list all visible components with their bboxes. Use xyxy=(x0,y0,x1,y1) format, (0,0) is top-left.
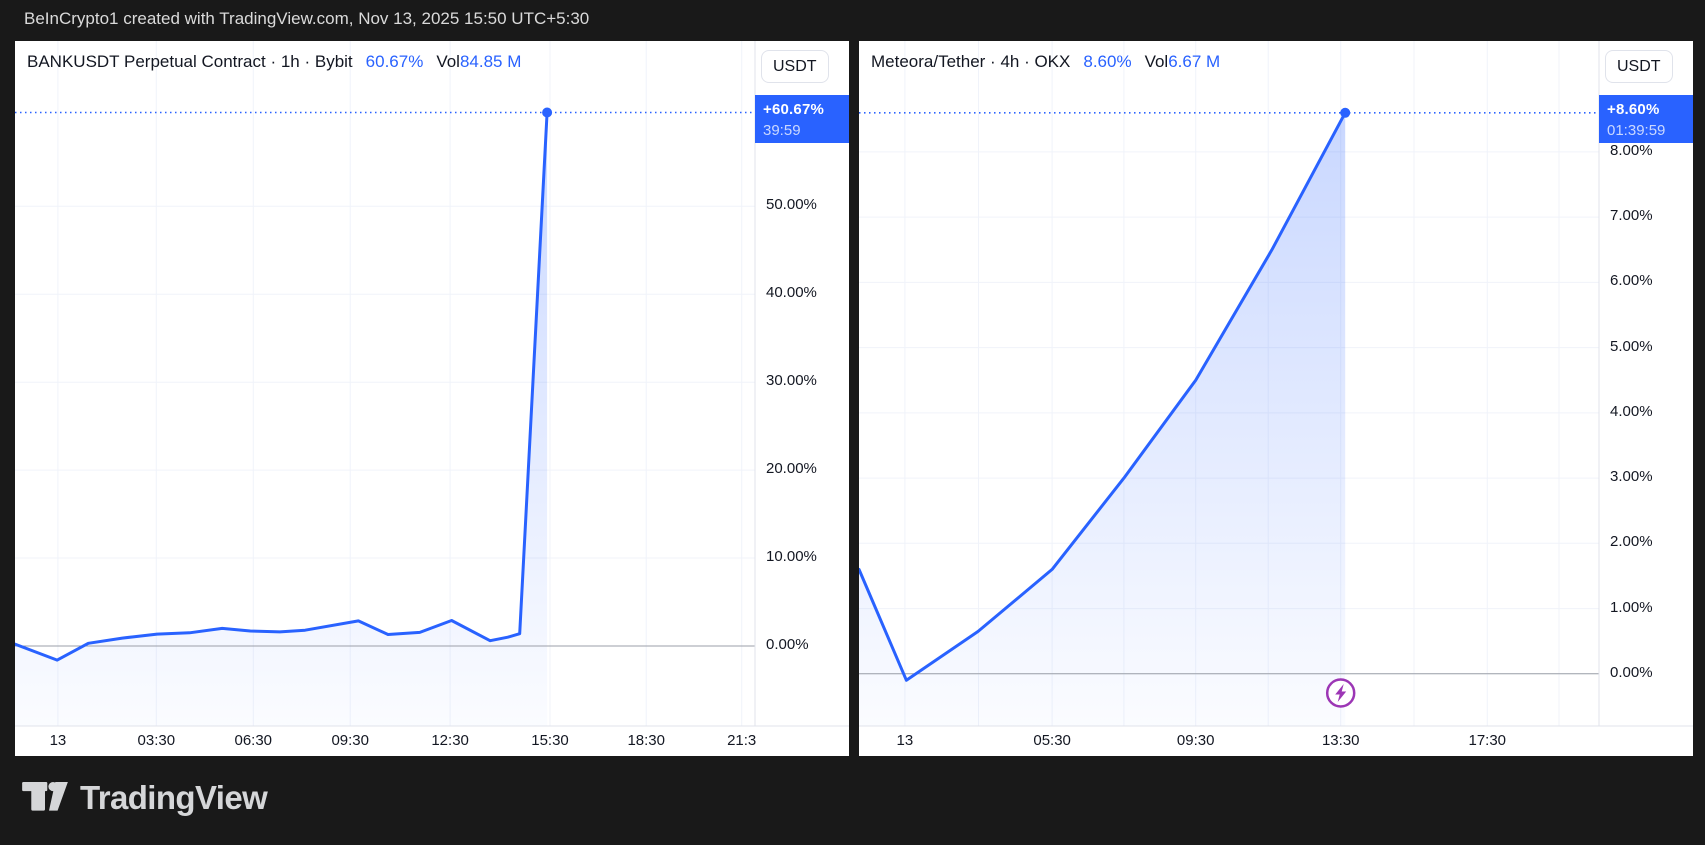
currency-button[interactable]: USDT xyxy=(761,50,829,83)
x-axis-label: 13 xyxy=(49,732,67,749)
y-axis-label: 40.00% xyxy=(766,284,817,302)
volume-group: Vol6.67 M xyxy=(1145,52,1221,71)
last-price-badge: +60.67% 39:59 xyxy=(755,95,849,143)
y-axis-label: 0.00% xyxy=(766,635,809,653)
volume-value: 6.67 M xyxy=(1168,52,1221,71)
y-axis-label: 50.00% xyxy=(766,196,817,214)
x-axis-label: 03:30 xyxy=(137,732,176,749)
badge-change: +8.60% xyxy=(1607,101,1660,118)
y-axis-label: 7.00% xyxy=(1610,207,1653,225)
chart-panel-right: Meteora/Tether · 4h · OKX 8.60% Vol6.67 M … xyxy=(857,41,1693,756)
x-axis-label: 05:30 xyxy=(1033,732,1071,749)
x-axis-label: 17:30 xyxy=(1468,732,1507,749)
y-axis-label: 10.00% xyxy=(766,548,817,566)
x-axis-label: 15:30 xyxy=(531,732,569,749)
tradingview-logo-icon xyxy=(22,782,68,811)
y-axis-label: 4.00% xyxy=(1610,402,1653,420)
lightning-event-marker[interactable] xyxy=(1325,678,1356,708)
x-axis-label: 21:3 xyxy=(727,732,757,749)
volume-group: Vol84.85 M xyxy=(436,52,521,71)
y-axis-label: 5.00% xyxy=(1610,337,1653,355)
y-axis-label: 2.00% xyxy=(1610,533,1653,551)
y-axis-label: 1.00% xyxy=(1610,598,1653,616)
change-percent: 60.67% xyxy=(365,52,424,71)
volume-value: 84.85 M xyxy=(459,52,522,71)
tradingview-wordmark: TradingView xyxy=(80,779,268,816)
x-axis-label: 13:30 xyxy=(1321,732,1360,749)
tradingview-footer: TradingView xyxy=(22,769,268,827)
y-axis-label: 6.00% xyxy=(1610,272,1653,290)
attribution-bar: BeInCrypto1 created with TradingView.com… xyxy=(0,0,1705,36)
chart-panel-left: BANKUSDT Perpetual Contract · 1h · Bybit… xyxy=(13,41,849,756)
symbol-title: BANKUSDT Perpetual Contract · 1h · Bybit xyxy=(27,52,353,71)
badge-countdown: 39:59 xyxy=(763,122,801,139)
time-scale[interactable]: 13 03:30 06:30 09:30 12:30 15:30 18:30 21:3 xyxy=(15,726,757,756)
currency-button[interactable]: USDT xyxy=(1605,50,1673,83)
attribution-text: BeInCrypto1 created with TradingView.com… xyxy=(24,9,590,28)
y-axis-label: 0.00% xyxy=(1610,663,1653,681)
y-axis-label: 20.00% xyxy=(766,460,817,478)
chart-plot-svg[interactable] xyxy=(13,41,849,727)
change-percent: 8.60% xyxy=(1083,52,1132,71)
badge-change: +60.67% xyxy=(763,101,825,118)
price-chart-canvas-right[interactable] xyxy=(857,41,1693,727)
y-axis-label: 30.00% xyxy=(766,372,817,390)
chart-header: BANKUSDT Perpetual Contract · 1h · Bybit… xyxy=(27,52,521,72)
x-axis-label: 18:30 xyxy=(627,732,665,749)
volume-label: Vol xyxy=(436,52,460,71)
price-scale[interactable]: 50.00% 40.00% 30.00% 20.00% 10.00% 0.00% xyxy=(755,41,849,726)
x-axis-label: 09:30 xyxy=(1176,732,1215,749)
y-axis-label: 3.00% xyxy=(1610,468,1653,486)
chart-plot-svg[interactable] xyxy=(857,41,1693,727)
badge-countdown: 01:39:59 xyxy=(1607,122,1666,139)
x-axis-label: 06:30 xyxy=(234,732,273,749)
volume-label: Vol xyxy=(1144,52,1169,71)
chart-header: Meteora/Tether · 4h · OKX 8.60% Vol6.67 M xyxy=(871,52,1220,72)
price-scale[interactable]: 8.00% 7.00% 6.00% 5.00% 4.00% 3.00% 2.00% 1.00%… xyxy=(1599,41,1693,726)
time-scale[interactable]: 13 05:30 09:30 13:30 17:30 xyxy=(859,726,1599,756)
price-chart-canvas-left[interactable] xyxy=(13,41,849,727)
symbol-title: Meteora/Tether · 4h · OKX xyxy=(871,52,1071,71)
y-axis-label: 8.00% xyxy=(1610,141,1653,159)
x-axis-label: 12:30 xyxy=(431,732,469,749)
x-axis-label: 13 xyxy=(896,732,914,749)
last-price-badge: +8.60% 01:39:59 xyxy=(1599,95,1693,143)
x-axis-label: 09:30 xyxy=(331,732,369,749)
